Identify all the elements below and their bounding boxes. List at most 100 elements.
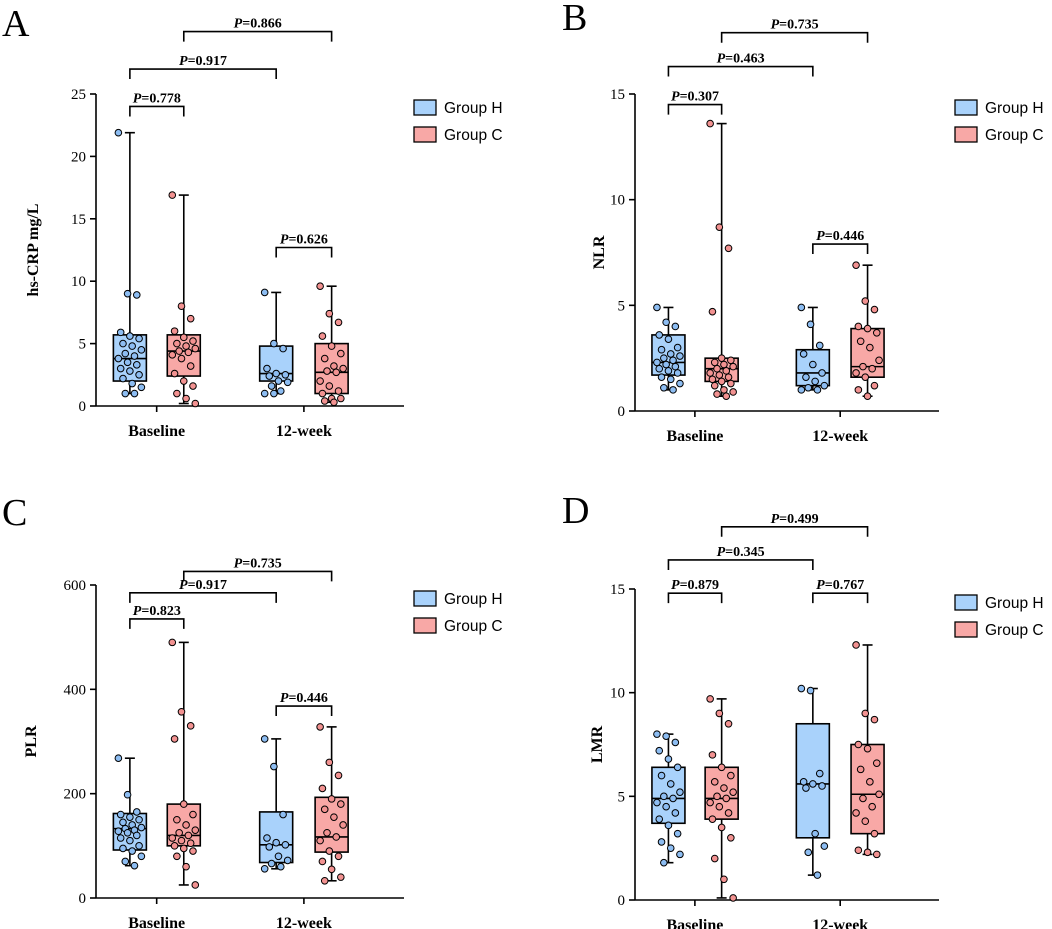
comparison-bracket: P=0.917	[129, 54, 277, 80]
legend-item-group-h: Group H	[954, 99, 1044, 117]
p-value-label: P=0.463	[717, 52, 765, 67]
comparison-bracket: P=0.735	[182, 556, 333, 582]
data-point	[859, 794, 867, 803]
data-point	[332, 833, 341, 841]
data-point	[729, 788, 737, 796]
y-tick-label: 5	[79, 337, 87, 353]
data-point	[866, 778, 874, 786]
data-point	[673, 763, 682, 772]
box-group-c-12-week	[850, 261, 885, 401]
data-point	[130, 352, 139, 360]
comparison-bracket: P=0.879	[667, 578, 723, 604]
p-value-number: =0.735	[779, 18, 818, 33]
data-point	[128, 379, 136, 388]
data-point	[818, 782, 826, 790]
p-value-symbol: P	[771, 512, 780, 527]
data-point	[320, 397, 329, 405]
p-value-symbol: P	[179, 578, 188, 593]
bracket-line	[182, 30, 333, 42]
data-point	[722, 794, 731, 803]
data-point	[132, 808, 141, 816]
p-value-symbol: P	[234, 17, 243, 32]
data-point	[189, 337, 197, 345]
data-point	[318, 784, 327, 793]
data-point	[676, 379, 684, 388]
data-point	[179, 333, 188, 342]
panel-letter: D	[562, 490, 589, 532]
data-point	[339, 821, 347, 829]
data-point	[713, 792, 721, 801]
box-group-h-12-week	[258, 288, 294, 398]
data-point	[671, 322, 680, 331]
data-point	[279, 810, 287, 819]
p-value-label: P=0.345	[717, 545, 765, 560]
data-point	[320, 876, 329, 885]
x-tick-label: 12-week	[812, 428, 868, 445]
data-point	[121, 349, 130, 358]
data-point	[861, 373, 870, 381]
p-value-symbol: P	[133, 604, 142, 619]
bracket-line	[275, 246, 333, 258]
p-value-number: =0.735	[242, 556, 281, 571]
data-point	[861, 297, 870, 305]
data-point	[330, 362, 338, 370]
y-tick-label: 5	[618, 789, 626, 805]
data-point	[852, 809, 860, 817]
data-point	[804, 383, 813, 392]
data-point	[191, 826, 200, 834]
data-point	[283, 856, 292, 865]
data-point	[114, 754, 123, 762]
y-tick-label: 400	[64, 682, 87, 698]
p-value-label: P=0.307	[671, 90, 719, 105]
data-point	[818, 369, 826, 377]
box-group-c-baseline	[704, 695, 739, 902]
legend-swatch	[413, 99, 437, 116]
data-point	[126, 813, 134, 821]
p-value-symbol: P	[717, 52, 726, 67]
data-point	[175, 347, 183, 355]
p-value-number: =0.446	[825, 229, 864, 244]
data-point	[875, 356, 883, 365]
comparison-bracket: P=0.307	[667, 90, 723, 115]
legend-item-group-c: Group C	[413, 617, 503, 635]
data-point	[186, 314, 195, 323]
box-group-c-12-week	[314, 282, 349, 407]
data-point	[653, 303, 661, 312]
data-point	[279, 344, 287, 353]
data-point	[170, 735, 179, 743]
p-value-label: P=0.626	[280, 233, 328, 248]
data-point	[660, 858, 668, 867]
data-point	[724, 809, 733, 817]
y-tick-label: 10	[610, 686, 625, 702]
data-point	[272, 369, 280, 378]
data-point	[870, 715, 879, 724]
data-point	[132, 361, 141, 369]
data-point	[274, 852, 283, 861]
data-point	[168, 351, 177, 359]
data-point	[799, 350, 808, 358]
data-point	[170, 327, 179, 335]
x-tick-label: 12-week	[812, 917, 868, 929]
y-tick-label: 0	[618, 893, 626, 909]
box-group-h-12-week	[795, 303, 831, 394]
data-point	[724, 719, 733, 728]
data-point	[820, 381, 829, 390]
data-point	[121, 389, 130, 398]
data-point	[727, 379, 735, 388]
data-point	[320, 354, 329, 363]
bracket-line	[812, 243, 869, 255]
data-point	[114, 354, 123, 363]
data-point	[327, 865, 336, 874]
data-point	[318, 332, 327, 340]
data-point	[797, 386, 806, 394]
data-point	[270, 762, 278, 771]
box-group-c-12-week	[850, 641, 885, 859]
data-point	[660, 792, 668, 801]
comparison-bracket: P=0.735	[720, 18, 869, 43]
data-point	[854, 846, 863, 855]
data-point	[263, 834, 271, 842]
data-point	[132, 831, 141, 840]
data-point	[708, 815, 717, 823]
p-value-label: P=0.446	[816, 229, 864, 244]
data-point	[135, 371, 143, 379]
